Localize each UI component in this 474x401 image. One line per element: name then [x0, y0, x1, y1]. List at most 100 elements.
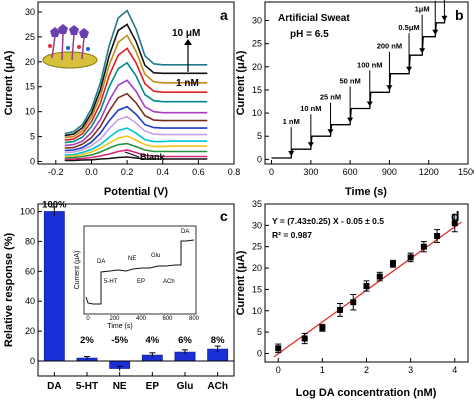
panel-d-ylabel: Current (μA) [235, 250, 247, 315]
electrode-molecule-2 [58, 24, 68, 34]
panel-c-data-label: 100% [42, 199, 67, 210]
panel-d-point [420, 243, 427, 250]
panel-b-ytick-label: 5 [257, 131, 262, 141]
panel-a-series-line [64, 23, 208, 137]
panel-a-ytick-label: 20 [25, 57, 35, 67]
panel-c-ytick-label: 60 [25, 266, 35, 276]
panel-d-xtick-label: 3 [408, 365, 413, 375]
panel-a-series-line [64, 92, 208, 149]
inset-trace [85, 239, 195, 305]
electrode-illustration [42, 24, 98, 69]
panel-a-series-line [64, 34, 208, 139]
inset-label-5ht: 5-HT [104, 279, 118, 285]
panel-c-bar [43, 211, 65, 362]
panel-a-series-line [64, 105, 208, 152]
inset-ylabel: Current (μA) [74, 251, 81, 290]
panel-b-step-label: 1 nM [283, 117, 300, 126]
panel-c-xtick-label: NE [113, 381, 127, 392]
panel-a-xlabel: Potential (V) [104, 186, 169, 198]
panel-a-series-line [64, 135, 208, 158]
panel-d-r-squared: R² = 0.987 [272, 230, 312, 240]
panel-a-axes: -0.2 0.0 0.2 0.4 0.6 0.8 0 5 10 15 20 25 30 [25, 7, 240, 177]
panel-c-axes: DA 5-HT NE EP Glu ACh 0 20 40 60 80 100 [20, 206, 234, 392]
panel-b-step-arrow-head [419, 48, 426, 54]
panel-c-data-label: -5% [111, 335, 128, 346]
panel-a-series-line [64, 127, 208, 156]
panel-b-ytick-label: 30 [252, 16, 262, 26]
panel-b-step-label: 100 nM [357, 60, 382, 69]
panel-b-step-arrow-head [327, 129, 334, 135]
panel-a-xtick-label: 0.8 [228, 167, 241, 177]
panel-c-xtick-label: ACh [207, 381, 228, 392]
panel-b-step-arrow-head [432, 29, 439, 35]
panel-a-xtick-label: 0.2 [121, 167, 134, 177]
panel-d-ytick-label: 20 [252, 263, 262, 273]
panel-c-ytick-label: 100 [20, 206, 35, 216]
panel-d-ytick-label: 0 [257, 348, 262, 358]
panel-c-ytick-label: 80 [25, 236, 35, 246]
panel-c-ytick-label: 40 [25, 296, 35, 306]
panel-b-xtick-label: 1200 [419, 167, 439, 177]
panel-b-step-label: 10 nM [300, 104, 321, 113]
electrode-chain-1 [51, 35, 56, 59]
inset-xtick-label: 400 [136, 316, 147, 322]
panel-d-ytick-label: 35 [252, 199, 262, 209]
inset-label-ne: NE [128, 256, 136, 262]
panel-c-frame [37, 203, 235, 377]
electrode-chain-4 [81, 36, 85, 60]
panel-d-xtick-label: 2 [364, 365, 369, 375]
panel-a-ytick-label: 0 [30, 157, 35, 167]
panel-a-ytick-label: 5 [30, 132, 35, 142]
panel-b-annotation-medium: Artificial Sweat [278, 13, 350, 24]
panel-d: 0 1 2 3 4 0 5 10 15 20 25 30 35 d Y = (7.43±0.25) X … [235, 199, 469, 399]
panel-c-xtick-label: DA [47, 381, 61, 392]
panel-c-data-label: 8% [211, 335, 225, 346]
panel-a-frame [37, 1, 235, 165]
electrode-dot-4 [86, 47, 90, 51]
panel-b-xtick-label: 300 [303, 167, 318, 177]
panel-b-xlabel: Time (s) [345, 186, 387, 198]
inset-xtick-label: 0 [86, 316, 90, 322]
panel-b-ytick-label: 15 [252, 85, 262, 95]
panel-a-series-line [64, 142, 208, 159]
panel-d-xlabel: Log DA concentration (nM) [296, 387, 437, 399]
electrode-dot-2 [66, 46, 70, 50]
panel-c-label: c [220, 208, 228, 224]
panel-b-step-label: 0.5μM [398, 23, 419, 32]
panel-a-series-line [64, 149, 208, 161]
panel-a-annotation-high: 10 μM [172, 28, 200, 39]
panel-b-step-arrow-head [366, 101, 373, 107]
panel-a-series-line [64, 61, 208, 144]
panel-c-bars: 100% 2% -5% 4% 6% 8% [42, 199, 229, 371]
inset-label-da-2: DA [181, 229, 189, 235]
panel-a-annotation-low: 1 nM [176, 78, 199, 89]
panel-b-step-arrow-head [347, 117, 354, 123]
inset-xtick-label: 200 [109, 316, 120, 322]
panel-d-point [301, 335, 308, 342]
panel-b-xtick-label: 900 [382, 167, 397, 177]
panel-c-ylabel: Relative response (%) [3, 233, 15, 348]
panel-b-step-arrow-head [441, 15, 448, 21]
panel-d-point [350, 299, 357, 306]
panel-d-label: d [451, 208, 460, 224]
panel-d-ytick-label: 25 [252, 242, 262, 252]
panel-c-data-label: 2% [80, 335, 94, 346]
panel-d-point [337, 306, 344, 313]
panel-a-series-line [64, 115, 208, 154]
panel-d-xtick-label: 1 [320, 365, 325, 375]
panel-d-xtick-label: 4 [452, 365, 457, 375]
panel-c-xtick-label: EP [146, 381, 160, 392]
electrode-molecule-4 [79, 28, 89, 38]
panel-a-series-line [64, 9, 208, 135]
panel-d-point [389, 260, 396, 267]
panel-d-point [407, 254, 414, 261]
inset-xlabel: Time (s) [107, 323, 132, 330]
panel-a-xtick-label: 0.0 [85, 167, 98, 177]
panel-a-arrow-head [184, 39, 192, 45]
panel-a-xtick-label: 0.6 [192, 167, 205, 177]
panel-c-xtick-label: Glu [177, 381, 194, 392]
electrode-chain-2 [61, 32, 64, 61]
